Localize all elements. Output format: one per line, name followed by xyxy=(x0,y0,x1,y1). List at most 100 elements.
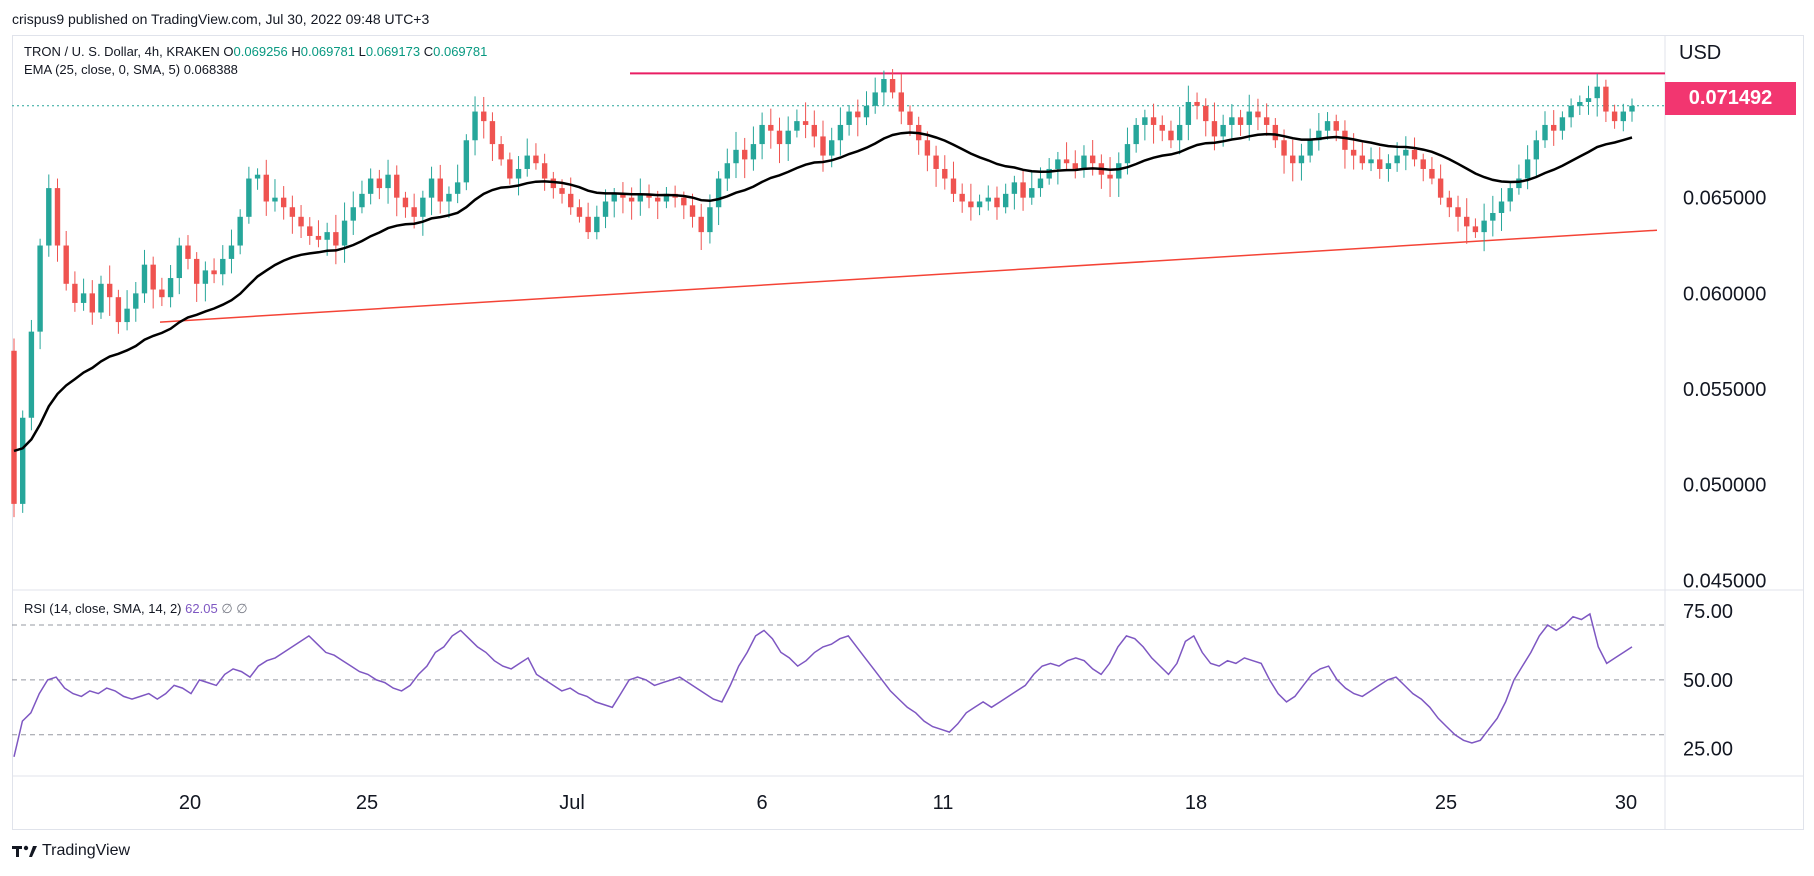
candle-body xyxy=(794,121,800,131)
candle-body xyxy=(376,178,383,189)
candle-body xyxy=(185,245,191,259)
candle-body xyxy=(124,308,130,323)
candle-body xyxy=(115,297,122,323)
candle-body xyxy=(324,232,330,240)
candle-body xyxy=(620,193,626,198)
candle-body xyxy=(1063,159,1070,164)
candle-body xyxy=(559,188,565,194)
candle-body xyxy=(437,178,443,202)
candle-body xyxy=(1629,105,1635,112)
candle-body xyxy=(72,283,78,303)
candle-body xyxy=(1002,193,1009,208)
candle-body xyxy=(1516,178,1522,189)
candle-body xyxy=(46,188,52,246)
candle-body xyxy=(689,205,696,217)
candle-body xyxy=(1377,159,1383,169)
candle-body xyxy=(1585,98,1592,102)
candle-body xyxy=(63,245,69,284)
candle-body xyxy=(1281,140,1287,156)
candle-body xyxy=(1194,101,1200,106)
close-value: 0.069781 xyxy=(433,44,488,59)
candle-body xyxy=(933,155,939,169)
candle-body xyxy=(454,182,461,194)
candle-body xyxy=(898,92,904,112)
candle-body xyxy=(1176,124,1183,141)
candle-body xyxy=(1542,124,1548,141)
candle-body xyxy=(1446,197,1453,208)
rsi-label: RSI (14, close, SMA, 14, 2) xyxy=(24,601,182,616)
candle-body xyxy=(220,258,226,275)
candle-body xyxy=(481,111,487,122)
rsi-value: 62.05 xyxy=(185,601,218,616)
candle-body xyxy=(681,197,687,206)
candle-body xyxy=(1116,163,1122,179)
candle-body xyxy=(602,201,609,217)
candle-body xyxy=(1185,101,1192,125)
footer-branding[interactable]: TradingView xyxy=(12,842,130,860)
currency-label[interactable]: USD xyxy=(1679,42,1722,64)
candle-body xyxy=(724,163,731,179)
candle-body xyxy=(985,197,991,202)
candle-body xyxy=(785,130,791,145)
candle-body xyxy=(1507,188,1513,202)
candle-body xyxy=(150,264,156,290)
time-tick-label: 11 xyxy=(933,792,954,814)
candle-body xyxy=(193,258,200,284)
candle-body xyxy=(863,105,870,118)
candle-body xyxy=(289,207,296,217)
candle-body xyxy=(54,188,61,246)
time-tick-label: 20 xyxy=(179,792,201,814)
candle-body xyxy=(211,270,217,275)
candle-body xyxy=(733,149,739,164)
candle-body xyxy=(1272,124,1279,141)
candle-body xyxy=(498,144,504,160)
candle-body xyxy=(1203,105,1209,122)
candle-body xyxy=(628,197,635,202)
candle-body xyxy=(420,197,426,217)
candle-body xyxy=(315,235,322,240)
candle-body xyxy=(1107,174,1113,179)
candle-body xyxy=(167,278,174,298)
candle-body xyxy=(367,178,374,194)
candle-body xyxy=(568,193,574,208)
candle-body xyxy=(907,111,913,125)
candle-body xyxy=(802,121,809,125)
candle-body xyxy=(1603,86,1609,112)
candle-body xyxy=(837,124,844,141)
candle-body xyxy=(1620,111,1626,122)
candle-body xyxy=(1298,155,1305,164)
candle-body xyxy=(1498,201,1505,213)
candle-body xyxy=(959,193,965,202)
candle-body xyxy=(28,331,35,418)
rsi-line xyxy=(13,612,1633,757)
candle-body xyxy=(254,174,261,179)
candle-body xyxy=(1385,163,1392,169)
candle-body xyxy=(576,207,583,217)
candle-body xyxy=(550,178,557,189)
candle-body xyxy=(1159,124,1165,131)
tradingview-logo-icon xyxy=(12,845,37,857)
time-tick-label: 25 xyxy=(1435,792,1457,814)
candle-body xyxy=(846,111,852,125)
candle-body xyxy=(655,197,661,202)
candle-body xyxy=(1533,140,1540,160)
candle-body xyxy=(976,201,983,208)
candle-body xyxy=(637,193,644,202)
candle-body xyxy=(1359,155,1366,164)
candle-body xyxy=(1472,226,1479,233)
candle-body xyxy=(263,174,269,202)
candle-body xyxy=(1020,182,1026,198)
candle-body xyxy=(489,121,496,145)
candle-body xyxy=(646,193,652,198)
resistance-price-badge: 0.071492 xyxy=(1665,82,1796,115)
candle-body xyxy=(715,178,722,208)
candle-body xyxy=(889,79,896,93)
ema-legend: EMA (25, close, 0, SMA, 5) 0.068388 xyxy=(24,62,238,77)
candle-body xyxy=(385,174,391,189)
candle-body xyxy=(1490,212,1496,221)
candle-body xyxy=(1211,121,1218,137)
candle-body xyxy=(394,174,400,198)
candle-body xyxy=(698,216,704,233)
candle-body xyxy=(1481,220,1487,233)
